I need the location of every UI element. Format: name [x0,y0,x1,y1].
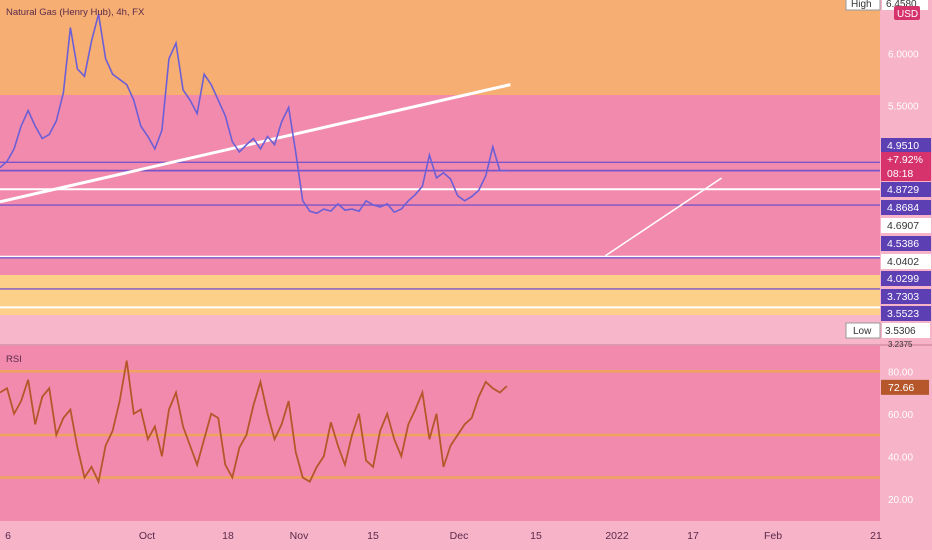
price-label-box-0 [881,138,931,153]
price-label-7: 4.0402 [887,256,919,268]
time-tick-5: Dec [450,530,469,542]
time-tick-9: Feb [764,530,782,542]
price-label-2: 08:18 [887,168,913,180]
rsi-value-box [881,379,929,395]
price-label-9: 3.7303 [887,291,919,303]
time-tick-2: 18 [222,530,234,542]
price-tick-0: 6.0000 [888,49,919,60]
trendline-support [605,177,723,257]
high-label-box [845,0,881,11]
rsi-axis-bg [880,346,932,521]
low-value: 3.5306 [885,326,916,337]
zone-yellow [0,275,880,315]
price-label-box-1 [881,152,931,167]
chart-title: Natural Gas (Henry Hub), 4h, FX [6,7,145,18]
price-label-6: 4.5386 [887,238,919,250]
price-label-5: 4.6907 [887,220,919,232]
currency-label: USD [897,9,918,20]
low-value-box [882,323,930,338]
price-label-8: 4.0299 [887,273,919,285]
price-label-box-6 [881,236,931,251]
time-axis-bg [0,521,932,550]
time-tick-0: 6 [5,530,11,542]
currency-box [894,6,920,20]
price-label-0: 4.9510 [887,140,919,152]
time-tick-8: 17 [687,530,699,542]
price-label-1: +7.92% [887,154,923,166]
time-tick-10: 21 [870,530,882,542]
price-label-3: 4.8729 [887,184,919,196]
zone-low-pink [0,315,880,345]
time-tick-7: 2022 [605,530,629,542]
price-series-line [0,13,507,215]
bottom-cut-value: 3.2375 [888,340,913,349]
price-label-box-5 [881,218,931,233]
low-label-box [845,322,881,339]
rsi-current-value: 72.66 [888,382,914,394]
rsi-tick-0: 80.00 [888,367,913,378]
time-tick-4: 15 [367,530,379,542]
time-tick-3: Nov [290,530,309,542]
price-label-box-8 [881,271,931,286]
high-value-box [882,0,928,10]
price-label-10: 3.5523 [887,308,919,320]
price-label-box-4 [881,200,931,215]
price-layer [0,13,880,309]
time-tick-6: 15 [530,530,542,542]
rsi-series-line [0,360,508,485]
rsi-title: RSI [6,354,22,365]
rsi-layer [0,360,880,485]
price-label-box-10 [881,306,931,321]
price-label-4: 4.8684 [887,202,919,214]
price-label-box-7 [881,254,931,269]
rsi-tick-1: 60.00 [888,410,913,421]
rsi-tick-3: 20.00 [888,495,913,506]
time-tick-1: Oct [139,530,155,542]
price-tick-1: 5.5000 [888,101,919,112]
trendline-up [0,83,511,204]
high-label: High [851,0,872,10]
high-value: 6.4580 [886,0,917,10]
low-label: Low [853,326,872,337]
zone-top-orange [0,0,880,95]
price-label-box-2 [881,166,931,181]
rsi-tick-2: 40.00 [888,452,913,463]
zone-mid-pink [0,95,880,280]
price-label-box-3 [881,182,931,197]
price-label-box-9 [881,289,931,304]
